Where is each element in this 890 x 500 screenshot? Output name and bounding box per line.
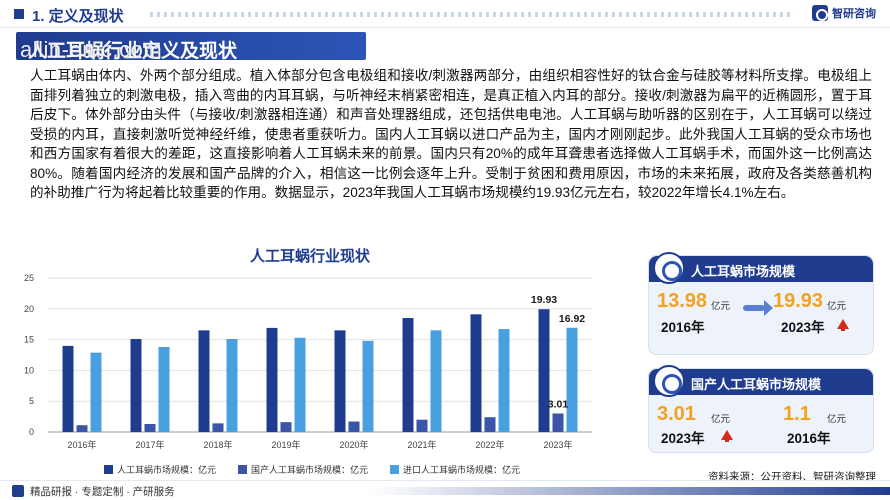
bar-s2-6 <box>498 329 510 432</box>
bar-s0-4 <box>334 330 346 432</box>
card2-b-value: 1.1 <box>783 403 811 425</box>
card2-a-year: 2023年 <box>661 431 705 446</box>
legend-swatch-domestic <box>238 465 248 474</box>
section-marker-icon <box>14 9 24 19</box>
chart-gridlines <box>48 277 592 433</box>
brand: 智研咨询 <box>812 5 876 21</box>
card2-b-unit: 亿元 <box>827 414 847 425</box>
card2-b-year: 2016年 <box>787 431 831 446</box>
bar-s2-4 <box>362 340 374 432</box>
chart-bars <box>62 309 578 432</box>
card-domestic-size-header: 国产人工耳蜗市场规模 <box>649 365 873 397</box>
card-market-size-title: 人工耳蜗市场规模 <box>691 264 796 279</box>
chart-legend: 人工耳蜗市场规模：亿元 国产人工耳蜗市场规模：亿元 进口人工耳蜗市场规模：亿元 <box>104 463 520 476</box>
bar-s2-0 <box>90 352 102 432</box>
headline-banner: 人工耳蜗行业定义及现状 <box>16 32 366 62</box>
legend-item-total: 人工耳蜗市场规模：亿元 <box>104 463 216 476</box>
bar-s0-0 <box>62 345 74 432</box>
card-domestic-size: 国产人工耳蜗市场规模 3.01 亿元 2023年 1.1 亿元 2016年 <box>648 365 874 453</box>
data-label-2: 3.01 <box>548 398 569 410</box>
up-arrow-icon <box>721 430 733 442</box>
legend-label-total: 人工耳蜗市场规模：亿元 <box>117 465 217 475</box>
x-axis-ticks: 2016年 2017年 2018年 2019年 2020年 2021年 2022年 2023年 <box>67 439 572 450</box>
bar-s1-4 <box>348 421 360 432</box>
arrow-right-icon <box>743 300 773 316</box>
card2-a-unit: 亿元 <box>711 414 731 425</box>
card1-to-year: 2023年 <box>781 320 825 335</box>
chart-title: 人工耳蜗行业现状 <box>249 248 370 265</box>
watermark-text: allin-emc.com <box>20 37 163 62</box>
footer-band <box>370 487 890 495</box>
y-tick-10: 10 <box>24 365 34 375</box>
legend-swatch-total <box>104 465 113 474</box>
x-tick-5: 2021年 <box>407 439 436 450</box>
bar-s0-7 <box>538 309 550 432</box>
bar-s1-0 <box>76 425 88 432</box>
legend-label-imported: 进口人工耳蜗市场规模：亿元 <box>403 465 521 475</box>
bar-s0-3 <box>266 327 278 432</box>
bar-s1-3 <box>280 422 292 432</box>
chart-circle-icon <box>653 365 685 397</box>
y-tick-15: 15 <box>24 335 34 345</box>
legend-item-domestic: 国产人工耳蜗市场规模：亿元 <box>238 463 368 476</box>
x-tick-0: 2016年 <box>67 439 96 450</box>
up-arrow-icon <box>837 319 849 331</box>
legend-swatch-imported <box>390 465 400 474</box>
card1-from-unit: 亿元 <box>711 301 731 312</box>
card1-to-unit: 亿元 <box>827 301 847 312</box>
x-tick-1: 2017年 <box>135 439 164 450</box>
bar-s2-2 <box>226 338 238 432</box>
legend-label-domestic: 国产人工耳蜗市场规模：亿元 <box>251 465 369 475</box>
x-tick-4: 2020年 <box>339 439 368 450</box>
bar-s0-2 <box>198 330 210 432</box>
card1-from-value: 13.98 <box>657 290 708 312</box>
y-tick-25: 25 <box>24 273 34 283</box>
bar-s1-5 <box>416 419 428 432</box>
brand-name: 智研咨询 <box>832 8 876 20</box>
card1-to-value: 19.93 <box>773 290 824 312</box>
footer: 精品研报 · 专题定制 · 产研服务 <box>0 480 890 500</box>
card2-a-value: 3.01 <box>657 403 696 425</box>
bar-s2-5 <box>430 330 442 432</box>
card-market-size: 人工耳蜗市场规模 13.98 亿元 2016年 19.93 亿元 2023年 <box>648 252 874 355</box>
x-tick-7: 2023年 <box>543 439 572 450</box>
top-bar: 1. 定义及现状 智研咨询 <box>0 0 890 28</box>
x-tick-2: 2018年 <box>203 439 232 450</box>
x-tick-3: 2019年 <box>271 439 300 450</box>
description-paragraph: 人工耳蜗由体内、外两个部分组成。植入体部分包含电极组和接收/刺激器两部分，由组织… <box>30 68 872 200</box>
bar-s0-5 <box>402 318 414 432</box>
y-tick-5: 5 <box>29 396 34 406</box>
section-title: 1. 定义及现状 <box>32 8 124 25</box>
market-size-bar-chart: 0 5 10 15 20 25 2016年 2017年 2018年 2019年 2020年 2021… <box>24 273 592 450</box>
bar-s1-6 <box>484 417 496 432</box>
bar-s2-7 <box>566 327 578 432</box>
bar-s1-1 <box>144 423 156 432</box>
chart-circle-icon <box>653 252 685 284</box>
data-label-0: 19.93 <box>531 294 557 306</box>
headline-title: 人工耳蜗行业定义及现状 <box>28 41 238 62</box>
footer-text: 精品研报 · 专题定制 · 产研服务 <box>30 486 175 498</box>
bar-s0-6 <box>470 314 482 432</box>
bar-s1-2 <box>212 423 224 432</box>
brand-logo-icon <box>812 5 828 21</box>
y-tick-20: 20 <box>24 304 34 314</box>
y-axis-ticks: 0 5 10 15 20 25 <box>24 273 34 437</box>
footer-logo-icon <box>12 485 24 497</box>
header-stripe <box>150 12 790 17</box>
data-label-1: 16.92 <box>559 313 585 325</box>
legend-item-imported: 进口人工耳蜗市场规模：亿元 <box>390 463 520 476</box>
bar-s1-7 <box>552 413 564 432</box>
bar-s0-1 <box>130 338 142 432</box>
card1-from-year: 2016年 <box>661 320 705 335</box>
y-tick-0: 0 <box>29 427 34 437</box>
card-market-size-header: 人工耳蜗市场规模 <box>649 252 873 284</box>
card-domestic-size-title: 国产人工耳蜗市场规模 <box>691 377 822 392</box>
bar-s2-3 <box>294 337 306 432</box>
bar-s2-1 <box>158 346 170 432</box>
x-tick-6: 2022年 <box>475 439 504 450</box>
